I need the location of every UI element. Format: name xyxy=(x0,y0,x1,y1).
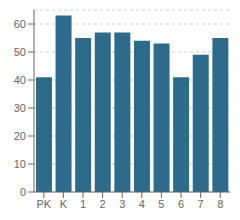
svg-text:0: 0 xyxy=(20,186,26,198)
svg-text:PK: PK xyxy=(36,198,51,210)
svg-text:K: K xyxy=(60,198,68,210)
svg-text:30: 30 xyxy=(14,102,26,114)
svg-text:5: 5 xyxy=(158,198,164,210)
svg-text:10: 10 xyxy=(14,158,26,170)
svg-text:7: 7 xyxy=(198,198,204,210)
svg-text:20: 20 xyxy=(14,130,26,142)
svg-text:2: 2 xyxy=(100,198,106,210)
svg-text:1: 1 xyxy=(80,198,86,210)
svg-text:50: 50 xyxy=(14,46,26,58)
svg-text:40: 40 xyxy=(14,74,26,86)
svg-text:3: 3 xyxy=(119,198,125,210)
svg-text:6: 6 xyxy=(178,198,184,210)
svg-text:60: 60 xyxy=(14,18,26,30)
svg-text:8: 8 xyxy=(217,198,223,210)
svg-text:4: 4 xyxy=(139,198,145,210)
